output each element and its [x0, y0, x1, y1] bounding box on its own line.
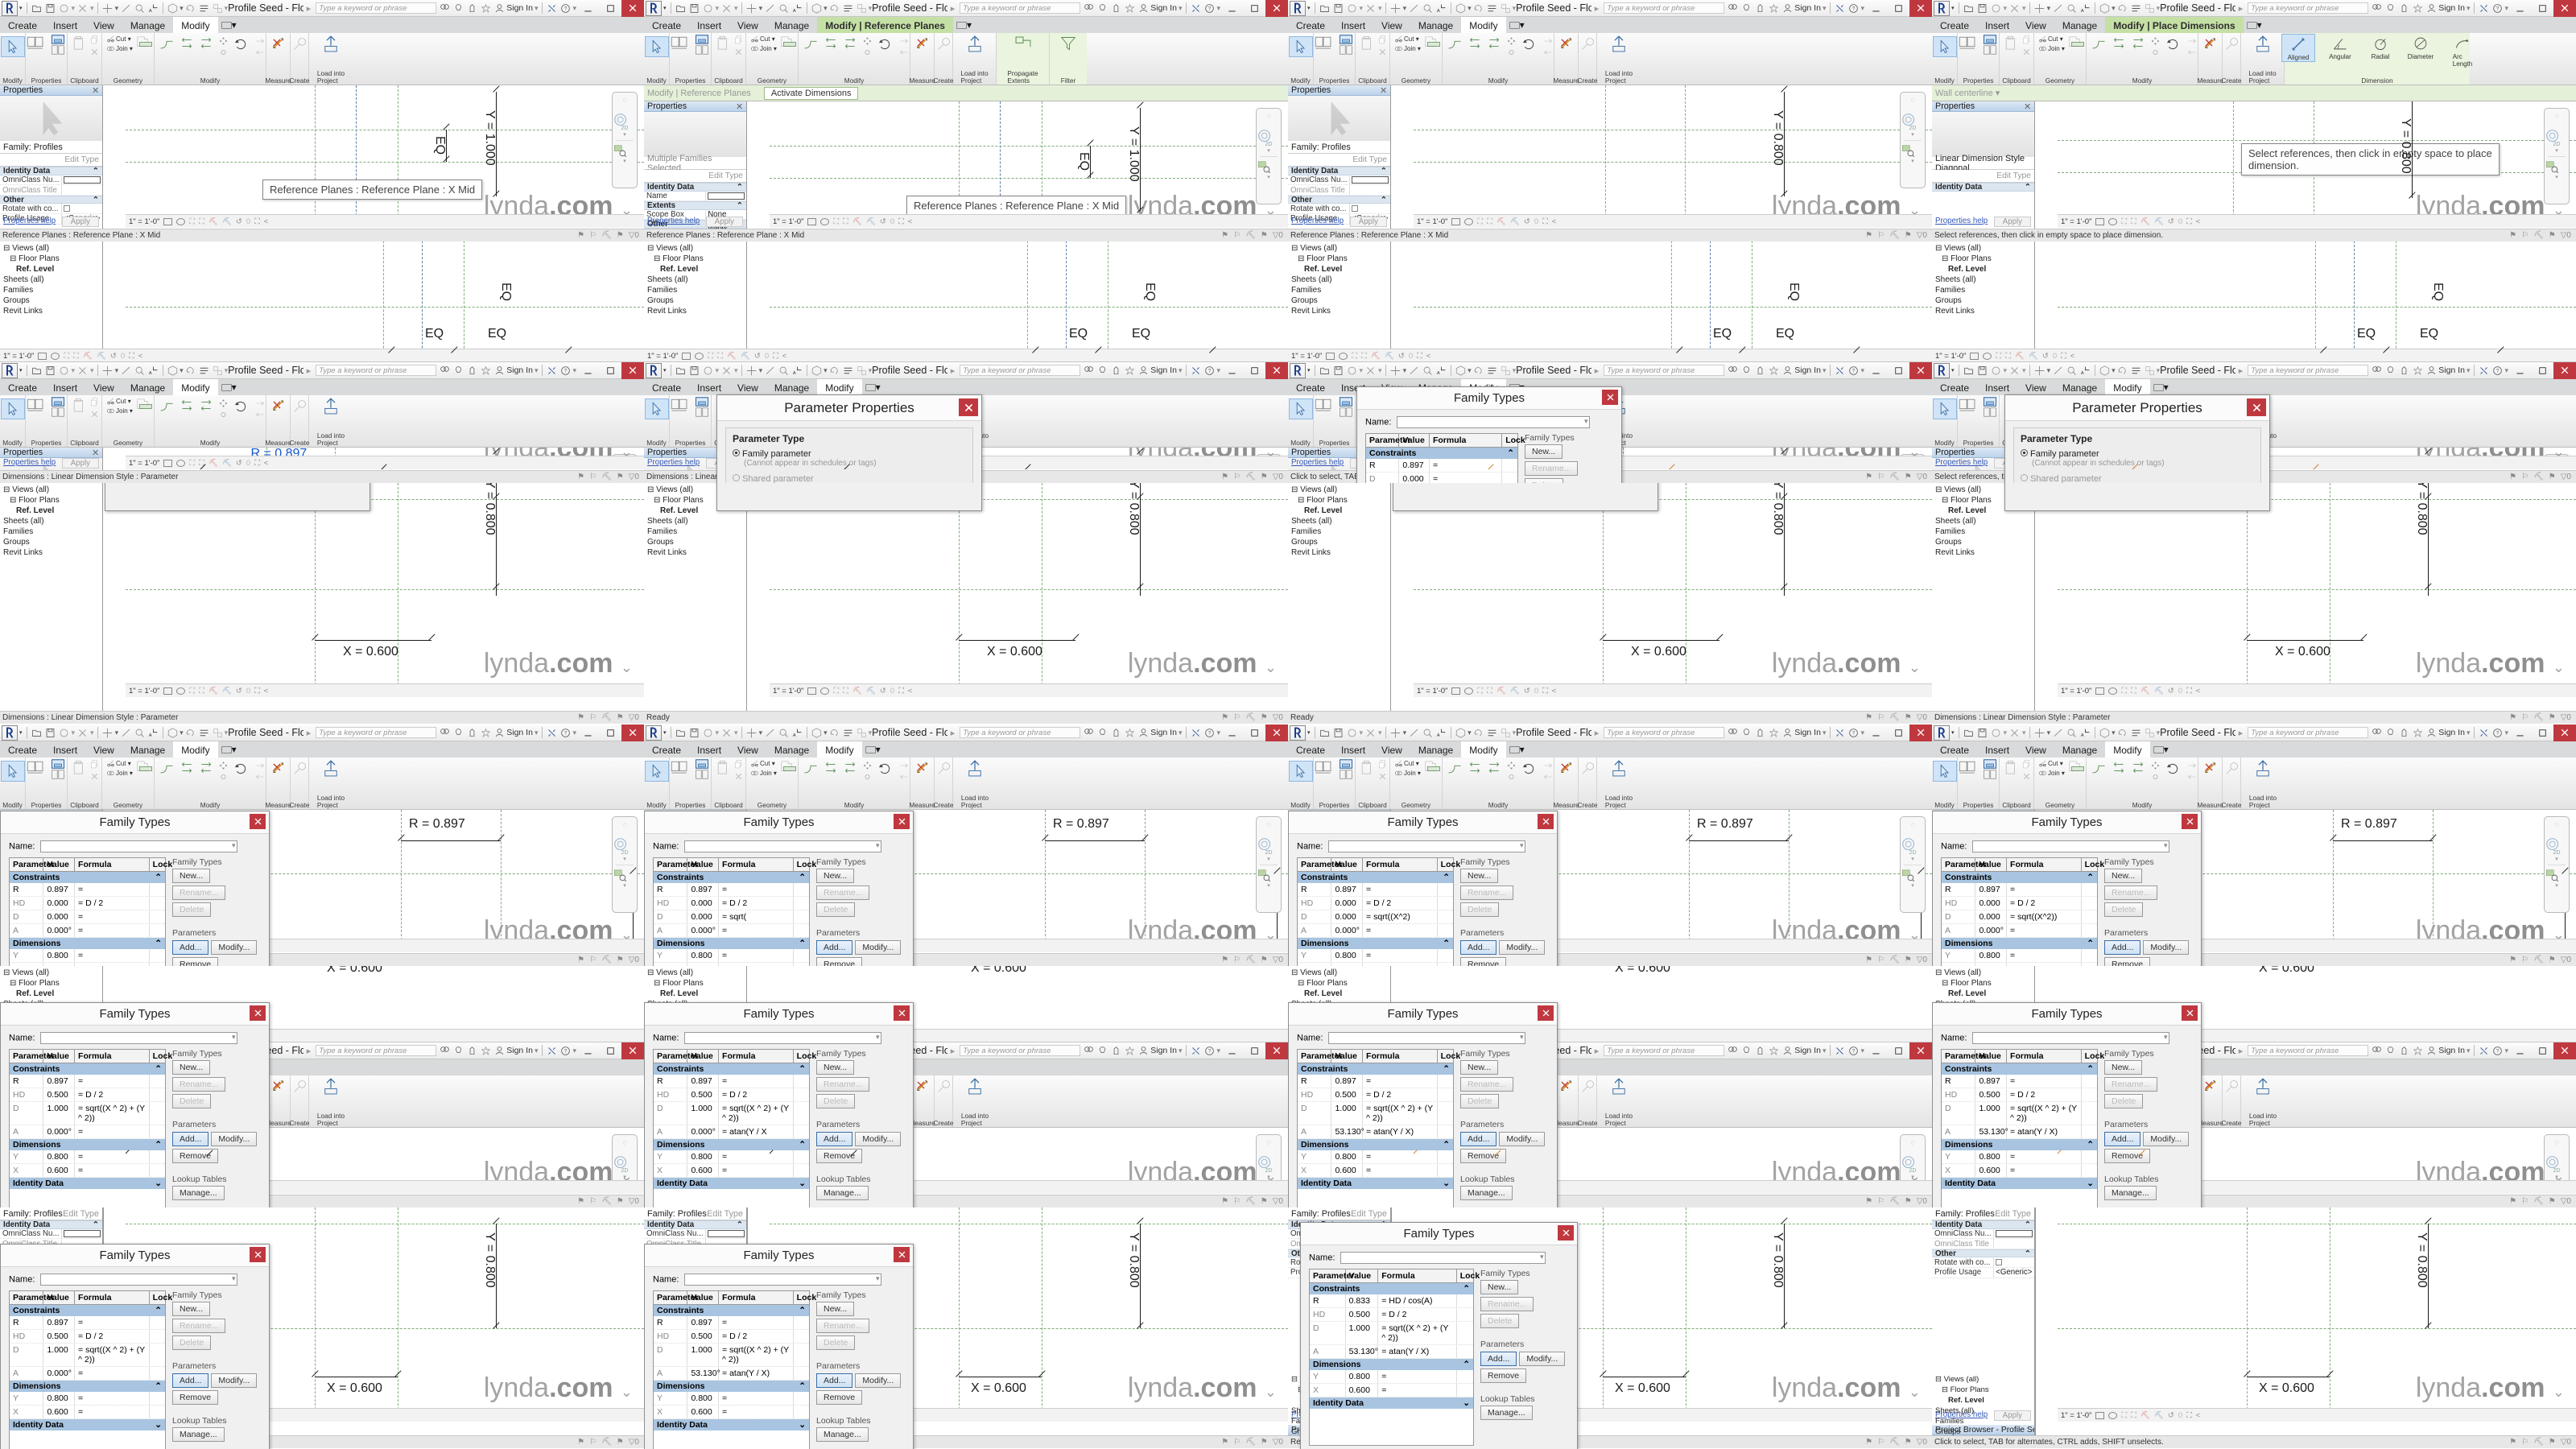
svg-text:A: A: [149, 370, 152, 375]
svg-text:?: ?: [564, 368, 568, 374]
svg-text:A: A: [149, 8, 152, 13]
svg-text:?: ?: [2496, 6, 2500, 11]
svg-text:A: A: [1437, 8, 1440, 13]
svg-text:A: A: [2081, 8, 2084, 13]
svg-text:A: A: [793, 8, 796, 13]
svg-text:?: ?: [1852, 6, 1856, 11]
svg-text:?: ?: [1208, 6, 1212, 11]
svg-text:?: ?: [564, 6, 568, 11]
